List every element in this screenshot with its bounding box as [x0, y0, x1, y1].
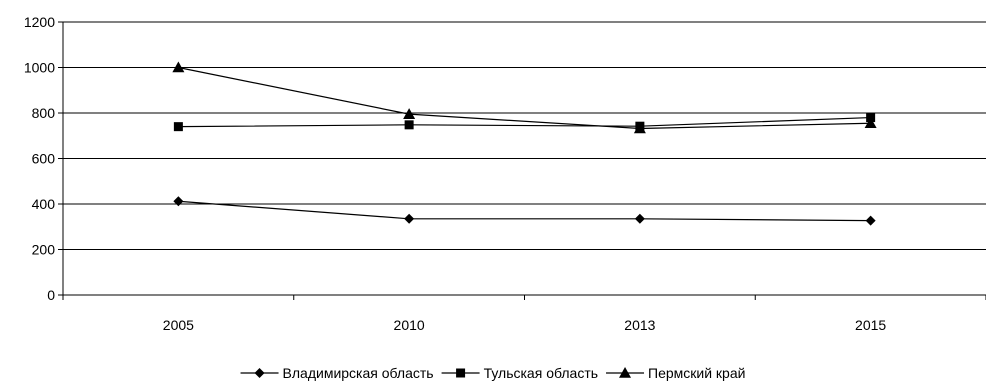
y-tick-label: 200 [32, 242, 56, 258]
y-tick-label: 1200 [24, 14, 55, 30]
series-line [178, 200, 871, 222]
data-point-square [173, 122, 183, 132]
x-tick-label: 2010 [394, 317, 425, 333]
legend-item: Пермский край [606, 365, 745, 381]
series-line [178, 66, 871, 130]
data-point-diamond [865, 215, 876, 226]
y-tick-label: 800 [32, 105, 56, 121]
data-point-triangle [403, 108, 416, 119]
x-tick-label: 2005 [163, 317, 194, 333]
legend-marker-diamond [254, 368, 265, 378]
legend-label: Владимирская область [283, 365, 434, 381]
series-1 [173, 196, 876, 226]
legend-item: Владимирская область [240, 365, 434, 381]
y-tick-label: 600 [32, 151, 56, 167]
data-point-diamond [404, 213, 415, 224]
data-point-triangle [172, 61, 185, 73]
series-2 [173, 113, 876, 132]
data-point-square [404, 120, 414, 130]
legend-label: Пермский край [648, 365, 745, 381]
x-tick-label: 2013 [624, 317, 655, 333]
y-tick-label: 1000 [24, 60, 55, 76]
y-tick-label: 0 [47, 287, 55, 303]
data-point-diamond [634, 213, 645, 224]
legend-item: Тульская область [441, 365, 598, 381]
data-point-diamond [173, 196, 184, 207]
legend-marker-triangle [619, 367, 632, 378]
data-point-triangle [864, 117, 877, 129]
axes: 0 200 400 600 800 1000 1200 2005 2010 2013 2015 [24, 14, 986, 333]
legend-marker-square [456, 368, 466, 378]
series-3 [172, 61, 877, 134]
series-line [178, 116, 871, 128]
gridlines [63, 21, 986, 250]
x-tick-label: 2015 [855, 317, 886, 333]
data-point-triangle [633, 122, 646, 134]
series-group [172, 61, 877, 226]
legend: Владимирская область Тульская область Перм… [240, 365, 745, 381]
y-tick-label: 400 [32, 196, 56, 212]
legend-label: Тульская область [484, 365, 598, 381]
